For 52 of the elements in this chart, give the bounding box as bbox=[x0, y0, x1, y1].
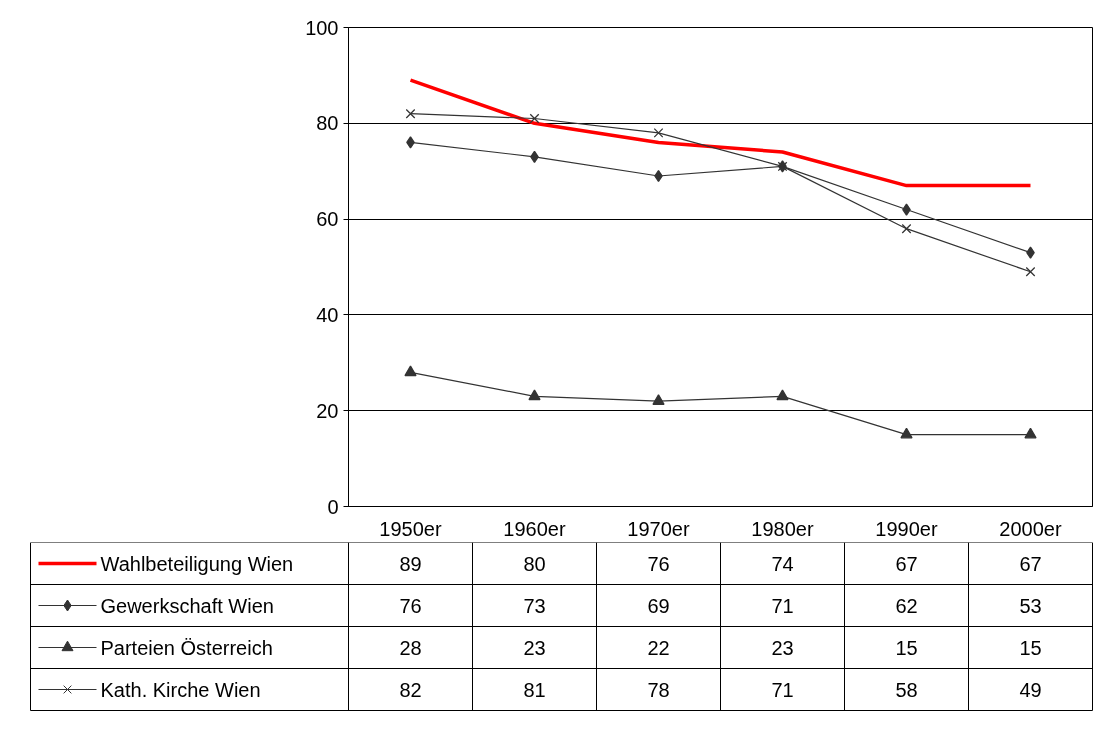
point bbox=[404, 365, 417, 377]
point bbox=[652, 394, 665, 405]
x-tick-label: 1980er bbox=[751, 517, 814, 540]
data-label: 80 bbox=[523, 552, 546, 575]
point bbox=[776, 389, 789, 401]
data-label: 15 bbox=[895, 636, 918, 659]
y-tick-label: 60 bbox=[316, 208, 339, 231]
legend-label: Parteien Österreich bbox=[100, 636, 273, 659]
point bbox=[653, 127, 664, 138]
data-label: 89 bbox=[399, 552, 422, 575]
point bbox=[900, 427, 913, 439]
point bbox=[1025, 266, 1036, 277]
point bbox=[529, 113, 540, 124]
legend-label: Wahlbeteiligung Wien bbox=[100, 552, 294, 575]
point bbox=[901, 223, 912, 234]
data-label: 67 bbox=[1019, 552, 1042, 575]
point bbox=[405, 108, 416, 119]
x-tick-label: 1950er bbox=[379, 517, 442, 540]
data-label: 74 bbox=[771, 552, 794, 575]
legend-label: Kath. Kirche Wien bbox=[100, 678, 261, 701]
data-label: 53 bbox=[1019, 594, 1042, 617]
data-label: 78 bbox=[647, 678, 670, 701]
x-tick-label: 1990er bbox=[875, 517, 938, 540]
data-label: 71 bbox=[771, 678, 794, 701]
x-tick-label: 1970er bbox=[627, 517, 690, 540]
data-label: 22 bbox=[647, 636, 670, 659]
y-tick-label: 40 bbox=[316, 303, 339, 326]
data-label: 15 bbox=[1019, 636, 1042, 659]
x-tick-label: 2000er bbox=[999, 517, 1062, 540]
data-label: 69 bbox=[647, 594, 670, 617]
y-tick-label: 20 bbox=[316, 399, 339, 422]
data-label: 58 bbox=[895, 678, 918, 701]
data-label: 81 bbox=[523, 678, 546, 701]
data-label: 23 bbox=[771, 636, 794, 659]
data-label: 71 bbox=[771, 594, 794, 617]
data-label: 76 bbox=[647, 552, 670, 575]
data-label: 76 bbox=[399, 594, 422, 617]
point bbox=[528, 389, 541, 401]
y-tick-label: 100 bbox=[305, 16, 339, 39]
data-label: 49 bbox=[1019, 678, 1042, 701]
data-label: 67 bbox=[895, 552, 918, 575]
data-label: 73 bbox=[523, 594, 546, 617]
line-series bbox=[408, 78, 1033, 188]
data-label: 82 bbox=[399, 678, 422, 701]
y-tick-label: 0 bbox=[327, 495, 339, 518]
data-label: 62 bbox=[895, 594, 918, 617]
data-label: 23 bbox=[523, 636, 546, 659]
y-tick-label: 80 bbox=[316, 112, 339, 135]
x-tick-label: 1960er bbox=[503, 517, 566, 540]
data-label: 28 bbox=[399, 636, 422, 659]
legend-label: Gewerkschaft Wien bbox=[100, 594, 274, 617]
point bbox=[1024, 427, 1037, 439]
